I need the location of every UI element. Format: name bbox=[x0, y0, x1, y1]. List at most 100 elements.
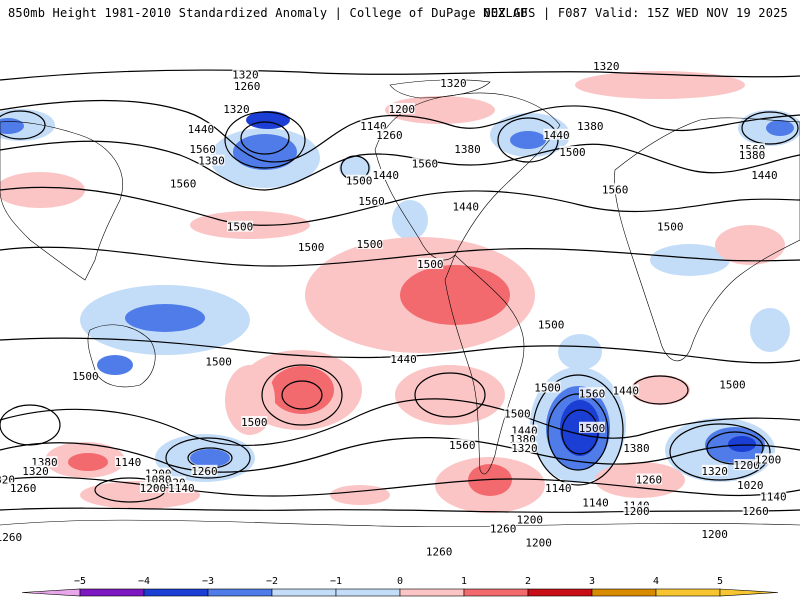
colorbar-segments bbox=[21, 588, 779, 597]
contour-label: 1260 bbox=[234, 80, 261, 93]
contour-label: 1500 bbox=[559, 146, 586, 159]
colorbar-tick-label: 0 bbox=[397, 576, 403, 587]
contour-label-bg bbox=[358, 194, 385, 206]
contour-labels: 1320 1260 1320 1440 1560 1380 1560 1500 1500 1500… bbox=[0, 59, 787, 557]
contour-label: 1200 bbox=[701, 528, 728, 541]
anomaly-neg1-area bbox=[339, 156, 371, 180]
contour-label: 1200 bbox=[517, 514, 544, 527]
colorbar-segment bbox=[655, 588, 721, 597]
contour-label-bg bbox=[739, 148, 765, 160]
contour-label-bg bbox=[241, 416, 268, 428]
contour-label-bg bbox=[623, 505, 650, 517]
contour-label: 1500 bbox=[538, 318, 565, 331]
contour-label: 1500 bbox=[417, 258, 444, 271]
contour-label: 1440 bbox=[390, 353, 417, 366]
asia-outline bbox=[0, 121, 123, 281]
contour-low-west bbox=[0, 110, 46, 140]
colorbar-tick-label: 1 bbox=[461, 576, 467, 587]
colorbar-tick-label: −5 bbox=[74, 576, 86, 587]
contour-label-bg bbox=[582, 496, 609, 508]
colorbar-tick-label: 5 bbox=[717, 576, 723, 587]
anomaly-pos1-area bbox=[330, 485, 390, 505]
contour-label-bg bbox=[719, 378, 746, 390]
contour-label-bg bbox=[227, 220, 253, 232]
contour-label-bg bbox=[139, 482, 166, 494]
contour-label-bg bbox=[593, 59, 620, 71]
anomaly-pos1-area bbox=[395, 365, 505, 425]
colorbar-tick-label: −2 bbox=[266, 576, 278, 587]
colorbar-segment bbox=[79, 588, 145, 597]
contour-label-bg bbox=[739, 143, 765, 155]
contour-label: 1260 bbox=[376, 129, 403, 142]
contour-label-bg bbox=[170, 177, 197, 189]
contour-label: 1560 bbox=[412, 158, 439, 171]
contour-label-bg bbox=[701, 464, 728, 476]
contour-label: 1440 bbox=[543, 129, 570, 142]
anomaly-neg1-area bbox=[750, 308, 790, 352]
anomaly-pos2-area bbox=[400, 265, 510, 325]
contour-label: 1320 bbox=[22, 465, 49, 478]
contour-label-bg bbox=[417, 258, 444, 270]
contour-label-bg bbox=[72, 370, 99, 382]
contour-label: 1560 bbox=[449, 439, 476, 452]
anomaly-neg2-area bbox=[766, 120, 794, 136]
contour-label: 1380 bbox=[198, 155, 225, 168]
contour-low-far-west bbox=[0, 404, 61, 446]
contour-label-bg bbox=[579, 421, 605, 433]
colorbar-tick-label: 2 bbox=[525, 576, 531, 587]
global-anomaly-map: 1320 1260 1320 1440 1560 1380 1560 1500 1500 1500… bbox=[0, 40, 800, 557]
anomaly-neg2-area bbox=[190, 449, 230, 467]
contour-label-bg bbox=[559, 146, 586, 158]
contour-label: 1500 bbox=[298, 241, 325, 254]
anomaly-neg3-area bbox=[728, 436, 756, 452]
colorbar-segment bbox=[463, 588, 529, 597]
contour-label-bg bbox=[612, 384, 639, 396]
contour-label-bg bbox=[411, 157, 438, 169]
contour-label: 1440 bbox=[373, 169, 400, 182]
anomaly-pos1-area bbox=[630, 375, 690, 405]
contour-label: 1200 bbox=[525, 537, 552, 550]
contour-label-bg bbox=[452, 200, 479, 212]
contour-label-bg bbox=[701, 528, 728, 540]
europe-africa-outline bbox=[614, 117, 800, 362]
contour-low-indian bbox=[669, 423, 771, 481]
contour-label: 1560 bbox=[579, 387, 606, 400]
colorbar-tick-label: 4 bbox=[653, 576, 659, 587]
contour-label-bg bbox=[145, 473, 172, 485]
contour-label-bg bbox=[22, 464, 49, 476]
contour-label-bg bbox=[159, 476, 186, 488]
contour-label: 1260 bbox=[490, 522, 517, 535]
contour-label-bg bbox=[440, 77, 467, 89]
contour-label: 1500 bbox=[504, 407, 531, 420]
contour-label: 1500 bbox=[205, 356, 232, 369]
contour-label-bg bbox=[390, 352, 417, 364]
colorbar-ticks: −5 −4 −3 −2 −1 0 1 2 3 4 5 bbox=[74, 576, 723, 587]
contour-label: 1200 bbox=[733, 459, 760, 472]
contour-label-bg bbox=[360, 120, 387, 132]
contour-line bbox=[0, 507, 800, 514]
contour-label-bg bbox=[189, 143, 216, 155]
contour-label: 1380 bbox=[623, 442, 650, 455]
contour-label-bg bbox=[205, 355, 232, 367]
contour-label-bg bbox=[168, 482, 195, 494]
contour-label: 1380 bbox=[577, 120, 604, 133]
contour-line bbox=[0, 337, 800, 364]
contour-label: 1320 bbox=[701, 465, 728, 478]
contour-label-bg bbox=[511, 441, 538, 453]
contour-label: 1500 bbox=[657, 221, 684, 234]
contour-label-bg bbox=[187, 123, 214, 135]
contour-low-eurasia bbox=[741, 111, 799, 145]
contour-label-bg bbox=[232, 68, 259, 80]
contour-label-bg bbox=[191, 464, 218, 476]
anomaly-pos2-area bbox=[270, 366, 334, 414]
colorbar-tick-label: −4 bbox=[138, 576, 150, 587]
contour-label-bg bbox=[543, 128, 570, 140]
colorbar-max-arrow bbox=[719, 588, 779, 597]
contour-label: 1500 bbox=[227, 221, 254, 234]
contour-low-southern-pacific bbox=[165, 437, 251, 479]
contour-line bbox=[0, 246, 800, 267]
south-america-outline bbox=[444, 254, 525, 475]
model-run-info: 00Z GFS | F087 Valid: 15Z WED NOV 19 202… bbox=[483, 6, 788, 20]
contour-label-bg bbox=[454, 143, 481, 155]
greenland-outline bbox=[389, 79, 491, 99]
